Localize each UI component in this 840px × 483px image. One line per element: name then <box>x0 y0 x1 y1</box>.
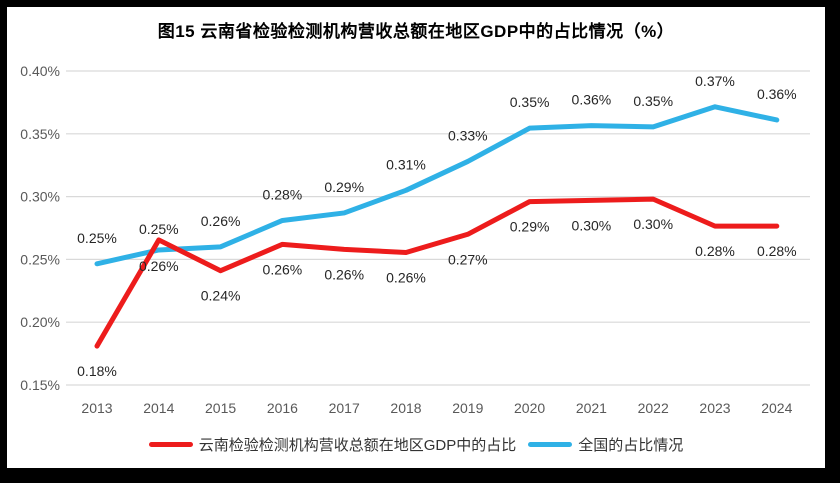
data-label: 0.36% <box>757 86 797 102</box>
data-label: 0.18% <box>77 363 117 379</box>
x-axis-tick-label: 2016 <box>267 400 298 416</box>
data-label: 0.30% <box>572 217 612 233</box>
chart-legend: 云南检验检测机构营收总额在地区GDP中的占比 全国的占比情况 <box>7 432 825 456</box>
data-label: 0.25% <box>77 230 117 246</box>
x-axis-tick-label: 2022 <box>638 400 669 416</box>
data-label: 0.26% <box>386 269 426 285</box>
data-label: 0.36% <box>572 92 612 108</box>
data-label: 0.26% <box>201 213 241 229</box>
data-label: 0.28% <box>695 243 735 259</box>
data-label: 0.33% <box>448 127 488 143</box>
data-label: 0.26% <box>263 261 303 277</box>
y-axis-tick-label: 0.35% <box>20 126 60 142</box>
plot-background <box>7 7 825 468</box>
y-axis-tick-label: 0.40% <box>20 63 60 79</box>
x-axis-tick-label: 2021 <box>576 400 607 416</box>
x-axis-tick-label: 2013 <box>81 400 112 416</box>
x-axis-tick-label: 2024 <box>761 400 792 416</box>
legend-item-national: 全国的占比情况 <box>528 434 683 455</box>
data-label: 0.37% <box>695 73 735 89</box>
series-line <box>94 196 780 349</box>
data-label: 0.35% <box>633 93 673 109</box>
data-label: 0.26% <box>139 258 179 274</box>
data-label: 0.26% <box>324 266 364 282</box>
data-label: 0.28% <box>757 243 797 259</box>
y-axis-tick-label: 0.15% <box>20 377 60 393</box>
x-axis-tick-label: 2019 <box>452 400 483 416</box>
x-axis-tick-label: 2014 <box>143 400 174 416</box>
data-label: 0.24% <box>201 288 241 304</box>
y-axis-tick-label: 0.20% <box>20 314 60 330</box>
data-label: 0.29% <box>324 179 364 195</box>
x-axis-tick-label: 2017 <box>329 400 360 416</box>
data-label: 0.27% <box>448 251 488 267</box>
data-label: 0.35% <box>510 94 550 110</box>
data-label: 0.30% <box>633 216 673 232</box>
legend-label-national: 全国的占比情况 <box>578 436 684 454</box>
data-label: 0.28% <box>263 186 303 202</box>
x-axis-tick-label: 2020 <box>514 400 545 416</box>
chart-title: 图15 云南省检验检测机构营收总额在地区GDP中的占比情况（%） <box>157 22 675 41</box>
x-axis-tick-label: 2018 <box>390 400 421 416</box>
x-axis-tick-label: 2023 <box>699 400 730 416</box>
data-label: 0.29% <box>510 219 550 235</box>
x-axis-tick-label: 2015 <box>205 400 236 416</box>
series-line <box>94 104 780 267</box>
data-label: 0.31% <box>386 156 426 172</box>
legend-swatch-red-line <box>148 441 193 447</box>
y-axis-tick-label: 0.25% <box>20 251 60 267</box>
y-axis-tick-label: 0.30% <box>20 189 60 205</box>
data-label: 0.25% <box>139 221 179 237</box>
legend-label-yunnan: 云南检验检测机构营收总额在地区GDP中的占比 <box>198 436 517 454</box>
legend-item-yunnan: 云南检验检测机构营收总额在地区GDP中的占比 <box>148 434 517 455</box>
legend-swatch-blue-line <box>528 441 573 447</box>
